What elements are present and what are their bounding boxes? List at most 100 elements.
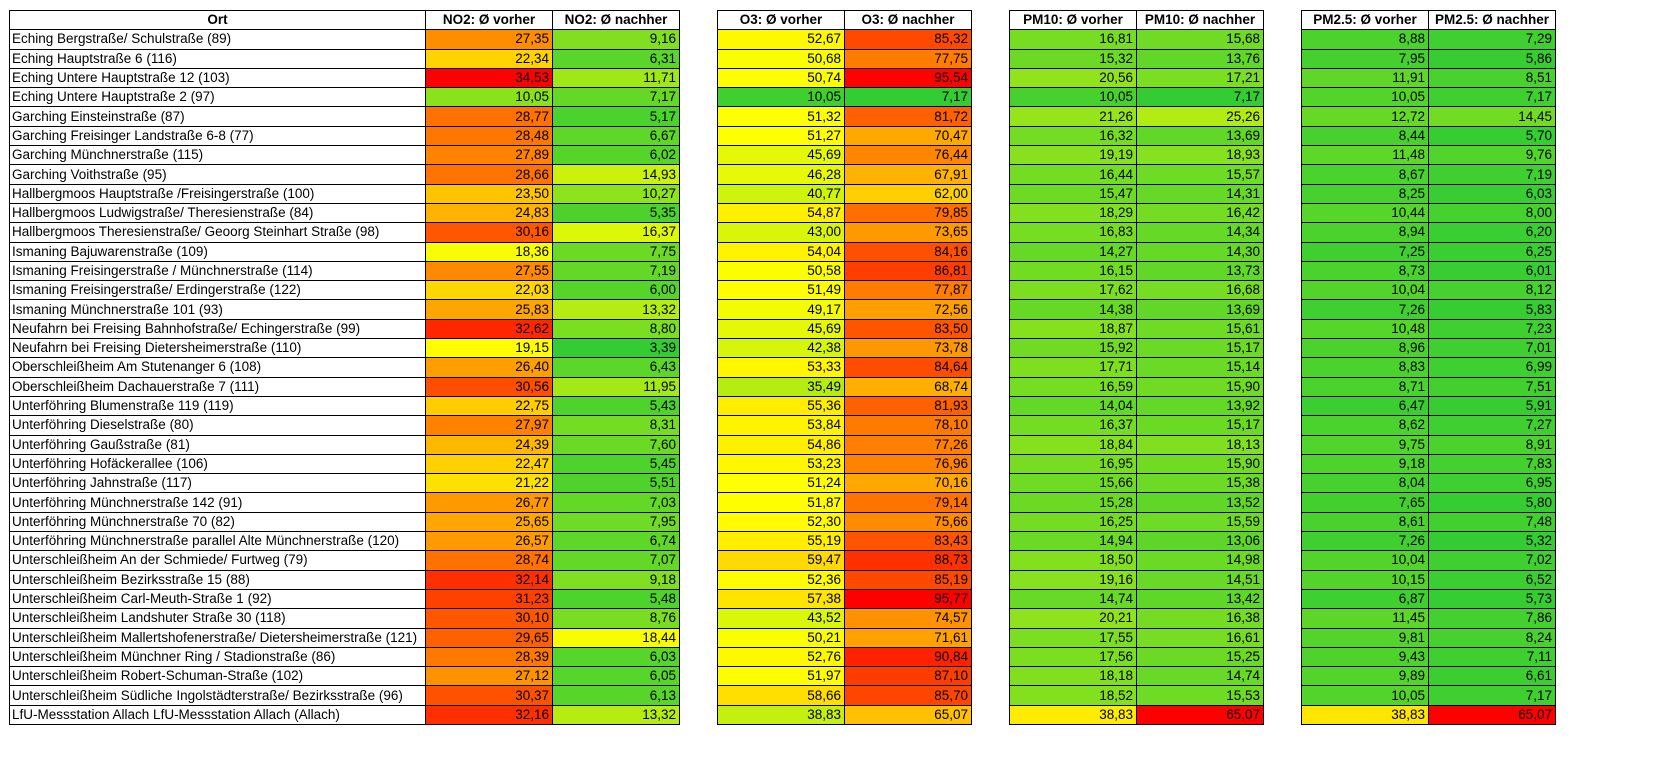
no2-after-cell: 6,03 [552, 646, 680, 668]
o3-after-cell: 85,70 [844, 685, 972, 706]
pm10-after-cell: 14,51 [1136, 569, 1264, 590]
ort-cell: Oberschleißheim Dachauerstraße 7 (111) [9, 376, 426, 397]
pm25-before-cell: 9,81 [1301, 627, 1429, 648]
no2-before-cell: 27,89 [425, 145, 553, 166]
pm10-after-cell: 15,90 [1136, 376, 1264, 397]
table-row: 51,32 81,72 [717, 106, 972, 127]
pm10-before-cell: 16,44 [1009, 164, 1137, 185]
ort-cell: Eching Untere Hauptstraße 2 (97) [9, 87, 426, 108]
no2-before-cell: 27,35 [425, 29, 553, 50]
no2-before-cell: 34,53 [425, 67, 553, 89]
ort-cell: Unterföhring Münchnerstraße parallel Alt… [9, 531, 426, 552]
pm10-before-cell: 18,84 [1009, 434, 1137, 455]
no2-after-cell: 16,37 [552, 222, 680, 243]
table-row: 59,47 88,73 [717, 550, 972, 571]
table-row: Unterföhring Dieselstraße (80) 27,97 8,31 [9, 415, 680, 436]
pm10-before-cell: 16,83 [1009, 222, 1137, 243]
o3-before-cell: 50,68 [717, 48, 845, 69]
o3-after-cell: 84,64 [844, 357, 972, 378]
no2-after-cell: 8,80 [552, 318, 680, 340]
table-row: 15,92 15,17 [1009, 338, 1264, 359]
o3-after-cell: 79,14 [844, 492, 972, 513]
table-row: 10,05 7,17 [1301, 87, 1556, 108]
o3-after-cell: 62,00 [844, 183, 972, 204]
pm25-after-cell: 7,19 [1428, 164, 1556, 185]
table-row: Unterschleißheim Carl-Meuth-Straße 1 (92… [9, 588, 680, 610]
table-row: 14,27 14,30 [1009, 241, 1264, 262]
no2-after-cell: 13,32 [552, 299, 680, 320]
pm25-after-cell: 7,23 [1428, 318, 1556, 340]
o3-before-cell: 45,69 [717, 318, 845, 340]
pm10-before-cell: 15,28 [1009, 492, 1137, 513]
header-pm10-after: PM10: Ø nachher [1136, 9, 1264, 31]
o3-after-cell: 87,10 [844, 666, 972, 687]
pm25-table-body: 8,88 7,29 7,95 5,86 11,91 8,51 10,05 7,17 12,72 1… [1301, 29, 1556, 725]
o3-before-cell: 54,86 [717, 434, 845, 455]
ort-cell: Ismaning Freisingerstraße / Münchnerstra… [9, 260, 426, 282]
ort-cell: Unterföhring Blumenstraße 119 (119) [9, 395, 426, 417]
o3-before-cell: 10,05 [717, 87, 845, 108]
o3-before-cell: 49,17 [717, 299, 845, 320]
ort-cell: Ismaning Münchnerstraße 101 (93) [9, 299, 426, 320]
table-row: 45,69 76,44 [717, 145, 972, 166]
table-row: 8,73 6,01 [1301, 260, 1556, 282]
table-row: LfU-Messstation Allach LfU-Messstation A… [9, 704, 680, 725]
o3-after-cell: 86,81 [844, 260, 972, 282]
table-row: 38,83 65,07 [1301, 704, 1556, 725]
table-row: 50,58 86,81 [717, 260, 972, 282]
table-row: 12,72 14,45 [1301, 106, 1556, 127]
ort-cell: Neufahrn bei Freising Dietersheimerstraß… [9, 338, 426, 359]
pm10-before-cell: 20,21 [1009, 608, 1137, 629]
pm25-after-cell: 7,02 [1428, 550, 1556, 571]
ort-cell: Ismaning Freisingerstraße/ Erdingerstraß… [9, 280, 426, 301]
o3-before-cell: 43,52 [717, 608, 845, 629]
ort-cell: Ismaning Bajuwarenstraße (109) [9, 241, 426, 262]
pm10-before-cell: 15,92 [1009, 338, 1137, 359]
table-row: Unterschleißheim Münchner Ring / Stadion… [9, 646, 680, 668]
table-row: 54,86 77,26 [717, 434, 972, 455]
pm25-before-cell: 8,73 [1301, 260, 1429, 282]
table-row: 14,04 13,92 [1009, 395, 1264, 417]
no2-before-cell: 19,15 [425, 338, 553, 359]
pm25-after-cell: 6,20 [1428, 222, 1556, 243]
o3-before-cell: 57,38 [717, 588, 845, 610]
o3-after-cell: 76,44 [844, 145, 972, 166]
pm25-after-cell: 5,80 [1428, 492, 1556, 513]
no2-after-cell: 6,67 [552, 125, 680, 147]
table-row: 18,29 16,42 [1009, 202, 1264, 224]
pm10-after-cell: 15,17 [1136, 415, 1264, 436]
pm25-after-cell: 7,11 [1428, 646, 1556, 668]
table-row: Eching Bergstraße/ Schulstraße (89) 27,35… [9, 29, 680, 50]
no2-after-cell: 7,75 [552, 241, 680, 262]
pm10-after-cell: 16,38 [1136, 608, 1264, 629]
no2-after-cell: 7,60 [552, 434, 680, 455]
pm25-before-cell: 8,44 [1301, 125, 1429, 147]
pm10-before-cell: 38,83 [1009, 704, 1137, 725]
table-row: 9,81 8,24 [1301, 627, 1556, 648]
pm10-after-cell: 13,06 [1136, 531, 1264, 552]
no2-after-cell: 5,48 [552, 588, 680, 610]
pm25-before-cell: 11,45 [1301, 608, 1429, 629]
o3-before-cell: 52,76 [717, 646, 845, 668]
table-row: Ismaning Münchnerstraße 101 (93) 25,83 13,… [9, 299, 680, 320]
no2-before-cell: 32,14 [425, 569, 553, 590]
ort-cell: Eching Hauptstraße 6 (116) [9, 48, 426, 69]
table-row: Garching Voithstraße (95) 28,66 14,93 [9, 164, 680, 185]
o3-before-cell: 53,84 [717, 415, 845, 436]
no2-before-cell: 10,05 [425, 87, 553, 108]
o3-after-cell: 65,07 [844, 704, 972, 725]
o3-after-cell: 90,84 [844, 646, 972, 668]
table-row: 10,05 7,17 [1009, 87, 1264, 108]
ort-cell: Eching Untere Hauptstraße 12 (103) [9, 67, 426, 89]
pm25-after-cell: 5,73 [1428, 588, 1556, 610]
table-row: 16,83 14,34 [1009, 222, 1264, 243]
table-row: 52,76 90,84 [717, 646, 972, 668]
o3-after-cell: 72,56 [844, 299, 972, 320]
no2-before-cell: 24,39 [425, 434, 553, 455]
pm25-after-cell: 5,70 [1428, 125, 1556, 147]
pm10-after-cell: 13,42 [1136, 588, 1264, 610]
pm25-after-cell: 5,91 [1428, 395, 1556, 417]
table-row: 16,15 13,73 [1009, 260, 1264, 282]
o3-before-cell: 52,36 [717, 569, 845, 590]
pm25-before-cell: 8,88 [1301, 29, 1429, 50]
